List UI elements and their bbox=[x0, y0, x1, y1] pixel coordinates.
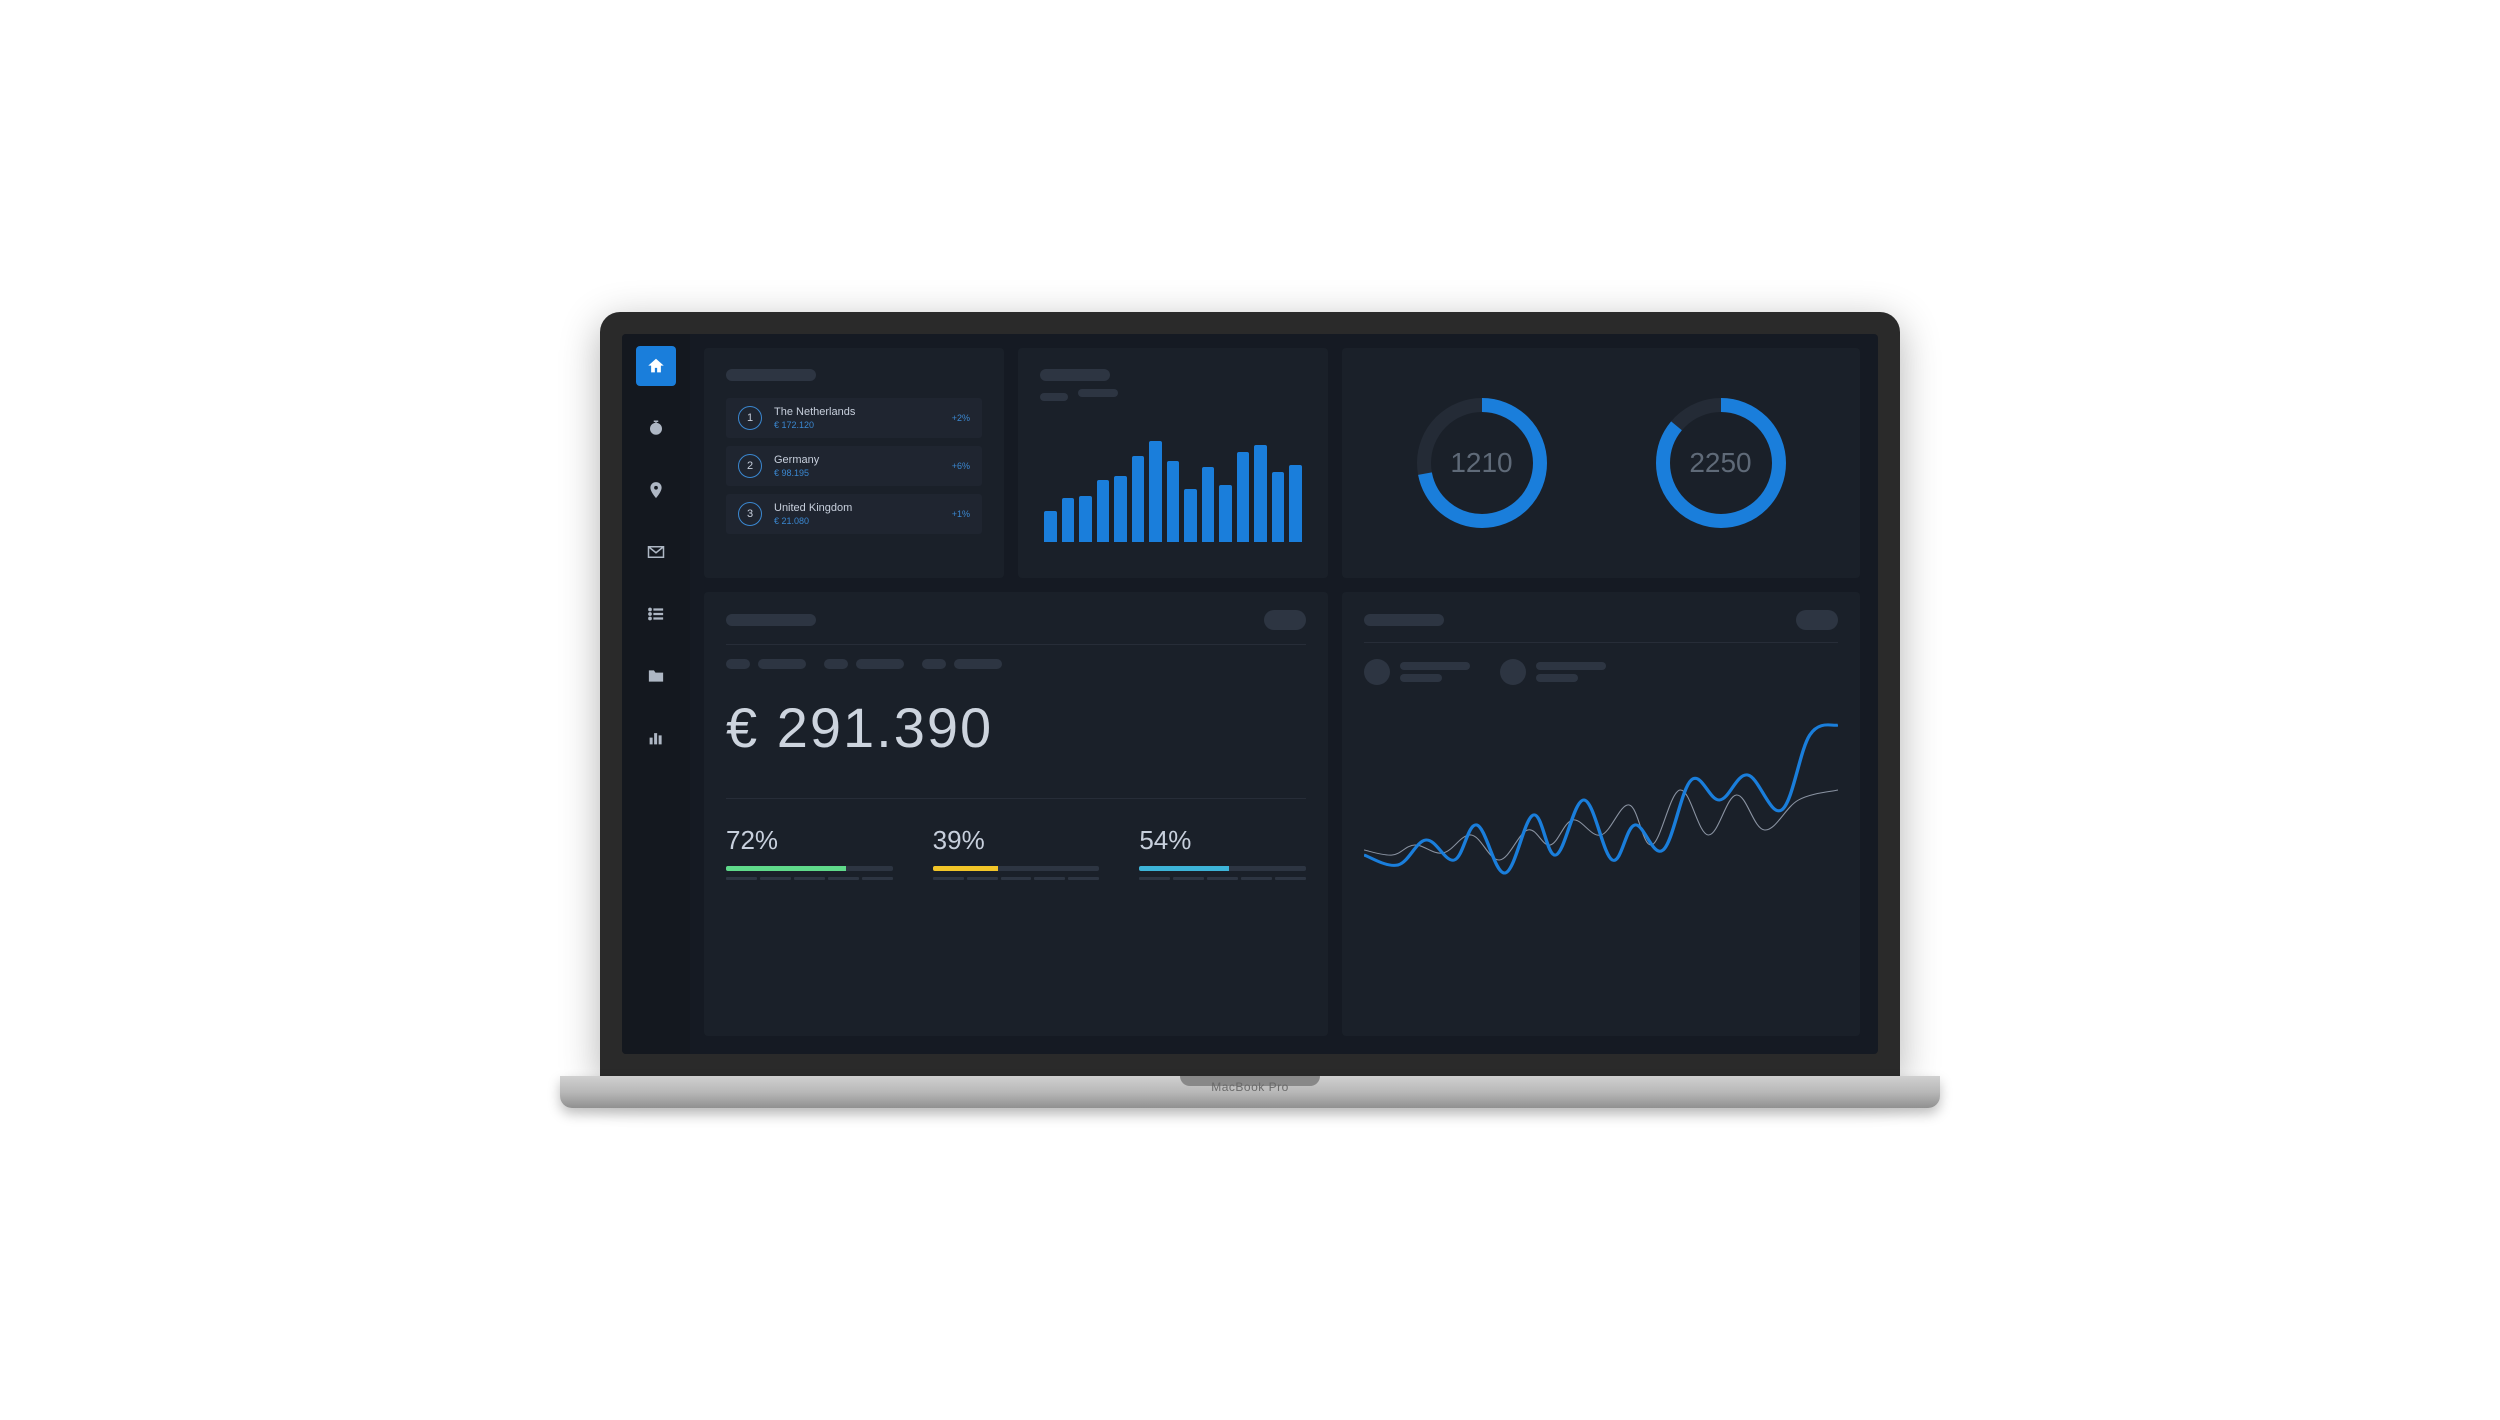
clock-icon bbox=[647, 419, 665, 437]
nav-location[interactable] bbox=[636, 470, 676, 510]
metric-value: 54% bbox=[1139, 825, 1306, 856]
nav-mail[interactable] bbox=[636, 532, 676, 572]
list-icon bbox=[647, 605, 665, 623]
line-chart-action[interactable] bbox=[1796, 610, 1838, 630]
bar bbox=[1219, 485, 1232, 542]
country-amount: € 21.080 bbox=[774, 516, 852, 526]
legend-item bbox=[1500, 659, 1606, 685]
revenue-amount: € 291.390 bbox=[726, 695, 1306, 760]
nav-chart[interactable] bbox=[636, 718, 676, 758]
country-card-header bbox=[726, 366, 982, 384]
bar bbox=[1079, 496, 1092, 542]
bar bbox=[1062, 498, 1075, 542]
metric-block: 72% bbox=[726, 825, 893, 880]
nav-list[interactable] bbox=[636, 594, 676, 634]
main-content: 1 The Netherlands€ 172.120 +2% 2 Germany€ 98… bbox=[690, 334, 1878, 1054]
country-row[interactable]: 1 The Netherlands€ 172.120 +2% bbox=[726, 398, 982, 438]
country-name: United Kingdom bbox=[774, 502, 852, 515]
laptop-base: MacBook Pro bbox=[560, 1076, 1940, 1108]
bar bbox=[1237, 452, 1250, 542]
country-amount: € 98.195 bbox=[774, 468, 819, 478]
donut-value: 2250 bbox=[1656, 398, 1786, 528]
sidebar bbox=[622, 334, 690, 1054]
revenue-header bbox=[726, 610, 1306, 630]
laptop-frame: 1 The Netherlands€ 172.120 +2% 2 Germany€ 98… bbox=[600, 312, 1900, 1108]
line-series bbox=[1364, 725, 1838, 873]
home-icon bbox=[647, 357, 665, 375]
line-card-header bbox=[1364, 610, 1838, 630]
donut-card: 1210 2250 bbox=[1342, 348, 1860, 578]
country-rank: 1 bbox=[738, 406, 762, 430]
nav-home[interactable] bbox=[636, 346, 676, 386]
screen: 1 The Netherlands€ 172.120 +2% 2 Germany€ 98… bbox=[622, 334, 1878, 1054]
donut: 2250 bbox=[1656, 398, 1786, 528]
bar bbox=[1132, 456, 1145, 542]
bar bbox=[1272, 472, 1285, 542]
country-name: Germany bbox=[774, 454, 819, 467]
screen-bezel: 1 The Netherlands€ 172.120 +2% 2 Germany€ 98… bbox=[600, 312, 1900, 1076]
metric-bar bbox=[1139, 866, 1306, 871]
bar bbox=[1114, 476, 1127, 542]
bar-chart-card bbox=[1018, 348, 1328, 578]
metric-block: 39% bbox=[933, 825, 1100, 880]
country-delta: +6% bbox=[952, 461, 970, 471]
bar-chart bbox=[1040, 432, 1306, 542]
metric-value: 39% bbox=[933, 825, 1100, 856]
metric-bar bbox=[726, 866, 893, 871]
donut-value: 1210 bbox=[1417, 398, 1547, 528]
country-rank: 3 bbox=[738, 502, 762, 526]
legend-item bbox=[1364, 659, 1470, 685]
bar bbox=[1149, 441, 1162, 542]
country-row[interactable]: 2 Germany€ 98.195 +6% bbox=[726, 446, 982, 486]
bar bbox=[1167, 461, 1180, 542]
country-rank: 2 bbox=[738, 454, 762, 478]
metric-bar bbox=[933, 866, 1100, 871]
country-name: The Netherlands bbox=[774, 406, 855, 419]
mail-icon bbox=[647, 543, 665, 561]
nav-folder[interactable] bbox=[636, 656, 676, 696]
folder-icon bbox=[647, 667, 665, 685]
line-chart-card bbox=[1342, 592, 1860, 1036]
country-delta: +1% bbox=[952, 509, 970, 519]
donut: 1210 bbox=[1417, 398, 1547, 528]
bar bbox=[1044, 511, 1057, 542]
nav-clock[interactable] bbox=[636, 408, 676, 448]
metric-value: 72% bbox=[726, 825, 893, 856]
metrics-row: 72% 39% 54% bbox=[726, 825, 1306, 880]
revenue-filters bbox=[726, 659, 1306, 683]
bar-card-header bbox=[1040, 366, 1306, 402]
revenue-action[interactable] bbox=[1264, 610, 1306, 630]
bar bbox=[1289, 465, 1302, 542]
country-delta: +2% bbox=[952, 413, 970, 423]
metric-block: 54% bbox=[1139, 825, 1306, 880]
device-label: MacBook Pro bbox=[1211, 1080, 1289, 1094]
bar bbox=[1202, 467, 1215, 542]
line-chart bbox=[1364, 705, 1838, 905]
country-amount: € 172.120 bbox=[774, 420, 855, 430]
bar bbox=[1184, 489, 1197, 542]
country-row[interactable]: 3 United Kingdom€ 21.080 +1% bbox=[726, 494, 982, 534]
bar bbox=[1097, 480, 1110, 542]
revenue-card: € 291.390 72% 39% 54% bbox=[704, 592, 1328, 1036]
bar bbox=[1254, 445, 1267, 542]
location-icon bbox=[647, 481, 665, 499]
country-card: 1 The Netherlands€ 172.120 +2% 2 Germany€ 98… bbox=[704, 348, 1004, 578]
country-list: 1 The Netherlands€ 172.120 +2% 2 Germany€ 98… bbox=[726, 398, 982, 534]
line-chart-legend bbox=[1364, 659, 1838, 685]
chart-icon bbox=[647, 729, 665, 747]
